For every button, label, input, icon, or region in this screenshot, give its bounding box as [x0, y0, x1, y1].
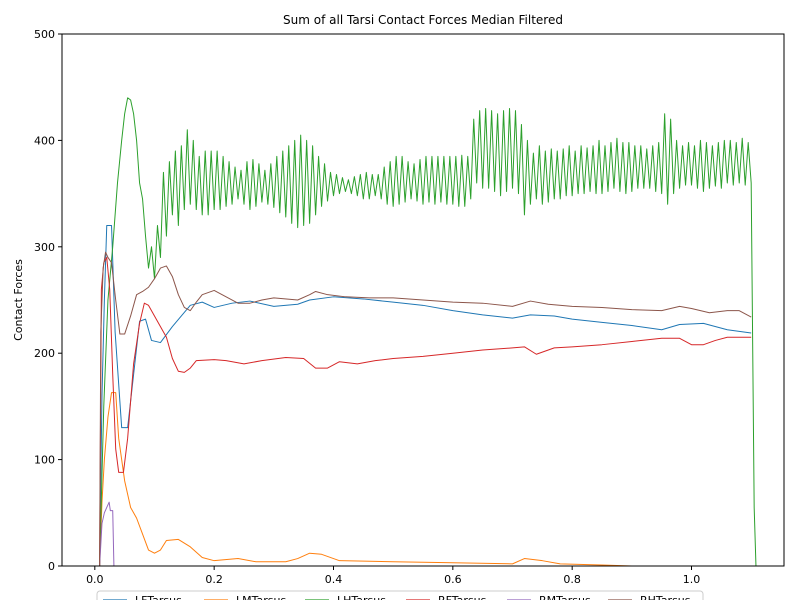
series-line-lmtarsus: [99, 392, 752, 566]
series-line-rmtarsus: [99, 501, 119, 566]
legend-label: LHTarsus: [337, 594, 386, 600]
series-line-rhtarsus: [99, 251, 752, 566]
y-tick-label: 0: [48, 560, 55, 573]
y-tick-label: 400: [34, 134, 55, 147]
series-layer: [99, 97, 757, 566]
x-tick-label: 0.2: [205, 573, 223, 586]
legend-box: [96, 590, 704, 600]
legend-label: RHTarsus: [640, 594, 691, 600]
x-tick-label: 1.0: [683, 573, 701, 586]
legend-entry-rhtarsus: RHTarsus: [608, 594, 691, 600]
legend-label: LFTarsus: [135, 594, 182, 600]
series-line-lftarsus: [99, 225, 752, 566]
chart-title: Sum of all Tarsi Contact Forces Median F…: [283, 13, 563, 27]
x-tick-label: 0.0: [86, 573, 104, 586]
series-line-lhtarsus: [99, 97, 757, 566]
legend-entry-lftarsus: LFTarsus: [103, 594, 182, 600]
y-tick-label: 200: [34, 347, 55, 360]
y-tick-label: 100: [34, 454, 55, 467]
legend: LFTarsus LMTarsus LHTarsus RFTarsus RMTarsus…: [96, 590, 704, 600]
legend-entry-lhtarsus: LHTarsus: [305, 594, 386, 600]
x-tick-label: 0.8: [563, 573, 581, 586]
legend-entry-rmtarsus: RMTarsus: [507, 594, 591, 600]
series-line-rftarsus: [99, 256, 752, 566]
x-axis: 0.0 0.2 0.4 0.6 0.8 1.0: [86, 566, 700, 586]
y-tick-label: 300: [34, 241, 55, 254]
x-tick-label: 0.4: [325, 573, 343, 586]
legend-entry-rftarsus: RFTarsus: [406, 594, 487, 600]
x-tick-label: 0.6: [444, 573, 462, 586]
legend-entry-lmtarsus: LMTarsus: [204, 594, 286, 600]
y-axis: 0 100 200 300 400 500: [34, 28, 62, 573]
y-tick-label: 500: [34, 28, 55, 41]
plot-area: [61, 33, 785, 567]
legend-label: LMTarsus: [236, 594, 286, 600]
y-axis-label: Contact Forces: [12, 259, 25, 341]
legend-label: RFTarsus: [438, 594, 487, 600]
legend-label: RMTarsus: [539, 594, 591, 600]
plot-frame: [61, 33, 785, 567]
